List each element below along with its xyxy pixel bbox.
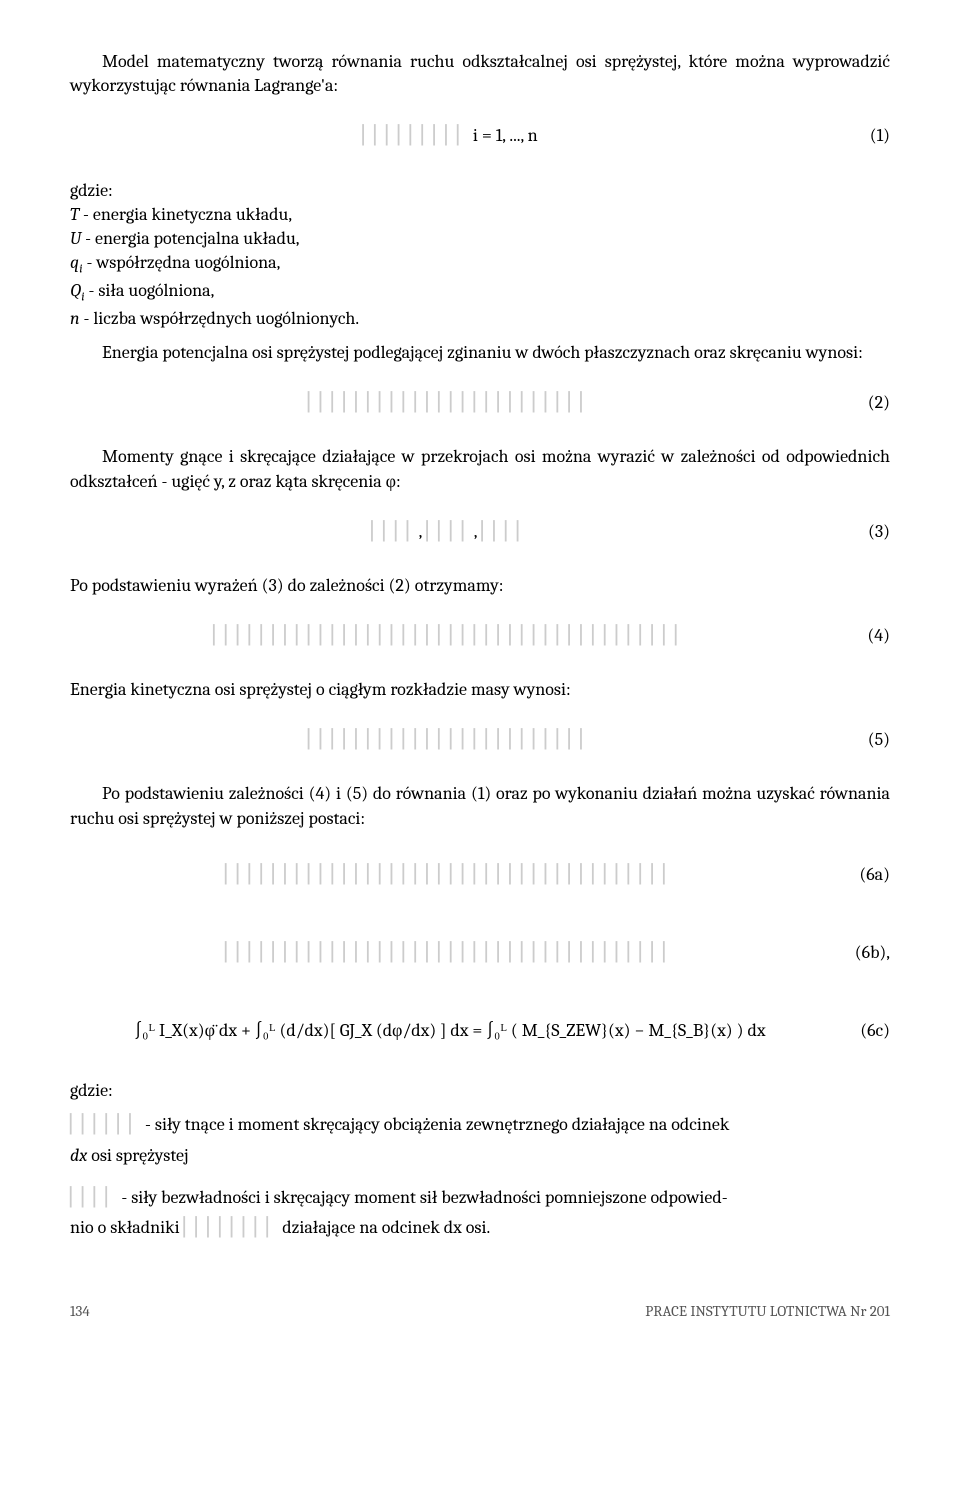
def-forces-1-text: - siły tnące i moment skręcający obciąże… bbox=[145, 1114, 729, 1135]
substitution-3-2-paragraph: Po podstawieniu wyrażeń (3) do zależnośc… bbox=[70, 574, 890, 598]
def-U: U - energia potencjalna układu, bbox=[70, 227, 890, 251]
def-Qi: Qi - siła uogólniona, bbox=[70, 279, 890, 307]
potential-energy-paragraph: Energia potencjalna osi sprężystej podle… bbox=[70, 341, 890, 365]
def-T: TT - energia kinetyczna układu, - energi… bbox=[70, 203, 890, 227]
eq3a-placeholder: ▏▏▏▏ bbox=[371, 520, 418, 544]
symbol-placeholder-3: ▏▏▏▏▏▏▏▏ bbox=[184, 1216, 279, 1240]
eq2-number: (2) bbox=[830, 391, 890, 415]
def-forces-3-pre: nio o składniki bbox=[70, 1217, 184, 1238]
equation-4-row: ▏▏▏▏▏▏▏▏▏▏▏▏▏▏▏▏▏▏▏▏▏▏▏▏▏▏▏▏▏▏▏▏▏▏▏▏▏▏▏▏… bbox=[70, 612, 890, 660]
moments-paragraph: Momenty gnące i skręcające działające w … bbox=[70, 445, 890, 494]
eq4-number: (4) bbox=[830, 624, 890, 648]
def-forces-1-tail: dx osi sprężystej bbox=[70, 1144, 890, 1168]
eq5-placeholder: ▏▏▏▏▏▏▏▏▏▏▏▏▏▏▏▏▏▏▏▏▏▏▏▏ bbox=[308, 728, 592, 752]
eq6c-formula: ∫₀ᴸ I_X(x)φ̈ dx + ∫₀ᴸ (d/dx)[ GJ_X (dφ/d… bbox=[134, 1020, 765, 1041]
eq6a-placeholder: ▏▏▏▏▏▏▏▏▏▏▏▏▏▏▏▏▏▏▏▏▏▏▏▏▏▏▏▏▏▏▏▏▏▏▏▏▏▏ bbox=[225, 863, 675, 887]
eq4-placeholder: ▏▏▏▏▏▏▏▏▏▏▏▏▏▏▏▏▏▏▏▏▏▏▏▏▏▏▏▏▏▏▏▏▏▏▏▏▏▏▏▏ bbox=[213, 624, 687, 648]
eq6b-placeholder: ▏▏▏▏▏▏▏▏▏▏▏▏▏▏▏▏▏▏▏▏▏▏▏▏▏▏▏▏▏▏▏▏▏▏▏▏▏▏ bbox=[225, 941, 675, 965]
page-number: 134 bbox=[70, 1301, 90, 1321]
eq6b-number: (6b), bbox=[830, 941, 890, 965]
def-qi: qi - współrzędna uogólniona, bbox=[70, 251, 890, 279]
symbol-placeholder-1: ▏▏▏▏▏▏ bbox=[70, 1113, 141, 1137]
eq5-number: (5) bbox=[830, 728, 890, 752]
def-forces-2-text: - siły bezwładności i skręcający moment … bbox=[121, 1187, 727, 1208]
comma: , bbox=[419, 521, 423, 542]
eq6c-number: (6c) bbox=[830, 1019, 890, 1043]
kinetic-energy-paragraph: Energia kinetyczna osi sprężystej o ciąg… bbox=[70, 678, 890, 702]
eq3-number: (3) bbox=[830, 520, 890, 544]
equation-6c-row: ∫₀ᴸ I_X(x)φ̈ dx + ∫₀ᴸ (d/dx)[ GJ_X (dφ/d… bbox=[70, 1001, 890, 1061]
equation-6a-row: ▏▏▏▏▏▏▏▏▏▏▏▏▏▏▏▏▏▏▏▏▏▏▏▏▏▏▏▏▏▏▏▏▏▏▏▏▏▏ (… bbox=[70, 845, 890, 905]
page-footer: 134 PRACE INSTYTUTU LOTNICTWA Nr 201 bbox=[70, 1301, 890, 1321]
equation-3-row: ▏▏▏▏, ▏▏▏▏, ▏▏▏▏ (3) bbox=[70, 508, 890, 556]
equation-6b-row: ▏▏▏▏▏▏▏▏▏▏▏▏▏▏▏▏▏▏▏▏▏▏▏▏▏▏▏▏▏▏▏▏▏▏▏▏▏▏ (… bbox=[70, 923, 890, 983]
eq3c-placeholder: ▏▏▏▏ bbox=[481, 520, 528, 544]
equation-1-row: ▏▏▏▏▏▏▏▏▏ i = 1, ..., n (1) bbox=[70, 113, 890, 161]
def-forces-3-post: działające na odcinek dx osi. bbox=[282, 1217, 490, 1238]
eq1-index-text: i = 1, ..., n bbox=[473, 125, 538, 146]
def-forces-1: ▏▏▏▏▏▏ - siły tnące i moment skręcający … bbox=[70, 1113, 890, 1137]
comma: , bbox=[474, 521, 478, 542]
where-label: gdzie: bbox=[70, 179, 890, 203]
def-forces-2: ▏▏▏▏ - siły bezwładności i skręcający mo… bbox=[70, 1186, 890, 1210]
definitions-block-1: gdzie: TT - energia kinetyczna układu, -… bbox=[70, 179, 890, 331]
eq6a-number: (6a) bbox=[830, 863, 890, 887]
def-n: n - liczba współrzędnych uogólnionych. bbox=[70, 307, 890, 331]
eq1-lhs-placeholder: ▏▏▏▏▏▏▏▏▏ bbox=[362, 124, 469, 148]
equation-5-row: ▏▏▏▏▏▏▏▏▏▏▏▏▏▏▏▏▏▏▏▏▏▏▏▏ (5) bbox=[70, 716, 890, 764]
substitution-4-5-paragraph: Po podstawieniu zależności (4) i (5) do … bbox=[70, 782, 890, 831]
symbol-placeholder-2: ▏▏▏▏ bbox=[70, 1186, 117, 1210]
footer-title: PRACE INSTYTUTU LOTNICTWA Nr 201 bbox=[645, 1301, 890, 1321]
eq1-number: (1) bbox=[830, 124, 890, 148]
where-label-2: gdzie: bbox=[70, 1079, 890, 1103]
equation-2-row: ▏▏▏▏▏▏▏▏▏▏▏▏▏▏▏▏▏▏▏▏▏▏▏▏ (2) bbox=[70, 379, 890, 427]
eq2-placeholder: ▏▏▏▏▏▏▏▏▏▏▏▏▏▏▏▏▏▏▏▏▏▏▏▏ bbox=[308, 391, 592, 415]
def-forces-3: nio o składniki ▏▏▏▏▏▏▏▏ działające na o… bbox=[70, 1216, 890, 1240]
intro-paragraph: Model matematyczny tworzą równania ruchu… bbox=[70, 50, 890, 99]
eq3b-placeholder: ▏▏▏▏ bbox=[426, 520, 473, 544]
